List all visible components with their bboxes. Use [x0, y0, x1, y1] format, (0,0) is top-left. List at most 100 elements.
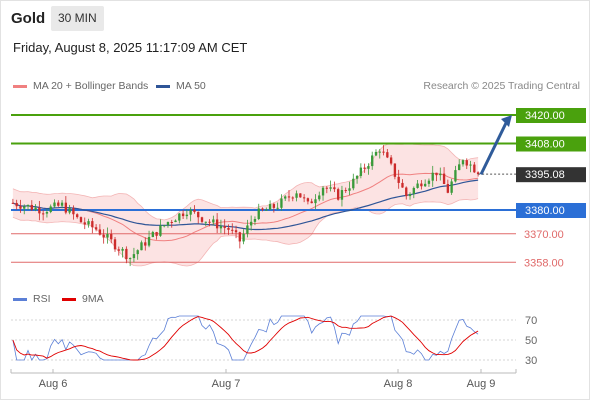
candle-body: [333, 187, 336, 190]
candle-body: [136, 250, 139, 255]
candle-body: [321, 187, 325, 196]
candle-body: [397, 176, 400, 183]
candle-body: [310, 201, 313, 204]
candle-body: [378, 151, 381, 153]
candle-body: [223, 226, 226, 228]
candle-body: [423, 183, 427, 187]
candle-body: [234, 230, 238, 233]
candle-body: [155, 232, 158, 236]
candle-body: [371, 155, 374, 167]
candle-body: [352, 178, 355, 189]
legend-bb-label: MA 20 + Bollinger Bands: [33, 80, 149, 92]
candle-body: [117, 249, 120, 251]
candle-body: [208, 221, 211, 223]
legend-rsi-label: RSI: [33, 293, 51, 305]
rsi-ma-line: [12, 315, 479, 361]
legend-ma50-label: MA 50: [176, 80, 206, 92]
candle-body: [110, 234, 113, 240]
level-label-3408.00: 3408.00: [525, 139, 565, 151]
x-tick-label: Aug 8: [384, 378, 413, 390]
candle-body: [420, 183, 423, 187]
candle-body: [125, 248, 128, 260]
candle-body: [185, 214, 189, 217]
candle-body: [238, 232, 241, 242]
level-label-3370.00: 3370.00: [524, 229, 564, 241]
candle-body: [102, 234, 105, 238]
instrument-title: Gold: [11, 10, 46, 27]
candle-body: [261, 208, 264, 210]
current-price-label: 3395.08: [525, 169, 565, 181]
candle-body: [344, 190, 347, 192]
candle-body: [57, 202, 60, 206]
candle-body: [193, 209, 196, 212]
candle-body: [439, 173, 442, 176]
candle-body: [159, 225, 162, 236]
candle-body: [121, 248, 124, 251]
candle-body: [197, 211, 200, 218]
candle-body: [227, 227, 230, 230]
legend-rsi-ma-label: 9MA: [82, 293, 104, 305]
candle-body: [329, 187, 332, 189]
candle-body: [257, 208, 260, 220]
candle-body: [76, 214, 79, 218]
candle-body: [302, 197, 306, 199]
candle-body: [170, 221, 173, 223]
candle-body: [340, 190, 344, 200]
candle-body: [60, 202, 64, 206]
candle-body: [41, 213, 45, 215]
timeframe-badge[interactable]: 30 MIN: [51, 6, 104, 31]
candle-body: [265, 209, 268, 211]
candle-body: [231, 229, 234, 231]
candle-body: [458, 164, 461, 171]
candle-body: [19, 206, 22, 209]
candle-body: [15, 202, 18, 207]
candle-body: [242, 233, 245, 242]
rsi-tick-label: 50: [525, 335, 537, 347]
candle-body: [287, 196, 291, 198]
candle-body: [408, 193, 412, 197]
candle-body: [268, 204, 272, 210]
candle-body: [181, 213, 185, 217]
legend-ma50-swatch: [156, 84, 170, 88]
candle-body: [401, 182, 404, 188]
candle-body: [359, 167, 363, 176]
candle-body: [374, 151, 378, 156]
candle-body: [144, 242, 147, 246]
candle-body: [151, 232, 155, 237]
candle-body: [45, 211, 49, 214]
ma50-line: [12, 179, 479, 231]
candle-body: [147, 236, 151, 246]
candle-body: [30, 204, 33, 210]
candle-body: [405, 187, 408, 197]
candle-body: [284, 196, 287, 199]
candle-body: [367, 166, 370, 169]
candle-body: [38, 207, 41, 214]
level-label-3358.00: 3358.00: [524, 257, 564, 269]
current-price-tag: [516, 167, 586, 183]
candle-body: [174, 220, 177, 223]
candle-body: [469, 164, 472, 166]
candle-body: [53, 202, 56, 207]
candle-body: [363, 167, 366, 169]
forecast-arrow-head: [501, 115, 512, 127]
candle-body: [318, 195, 321, 200]
level-tag-3380.00: [516, 203, 586, 218]
timestamp: Friday, August 8, 2025 11:17:09 AM CET: [13, 40, 248, 55]
candle-body: [291, 197, 294, 199]
rsi-tick-label: 30: [525, 355, 537, 367]
legend-bb: MA 20 + Bollinger Bands: [13, 80, 148, 92]
legend-rsi: RSI: [13, 293, 51, 305]
candle-body: [94, 227, 98, 230]
candle-body: [386, 152, 389, 158]
bollinger-lower-line: [12, 198, 479, 267]
candle-body: [435, 172, 438, 176]
candle-body: [325, 187, 328, 189]
x-tick-label: Aug 9: [467, 378, 496, 390]
candle-body: [246, 225, 249, 234]
candle-body: [72, 208, 75, 215]
candle-body: [306, 198, 310, 202]
candle-body: [348, 188, 351, 191]
legend-ma50: MA 50: [156, 80, 206, 92]
candle-body: [431, 172, 434, 181]
candle-body: [355, 175, 359, 179]
